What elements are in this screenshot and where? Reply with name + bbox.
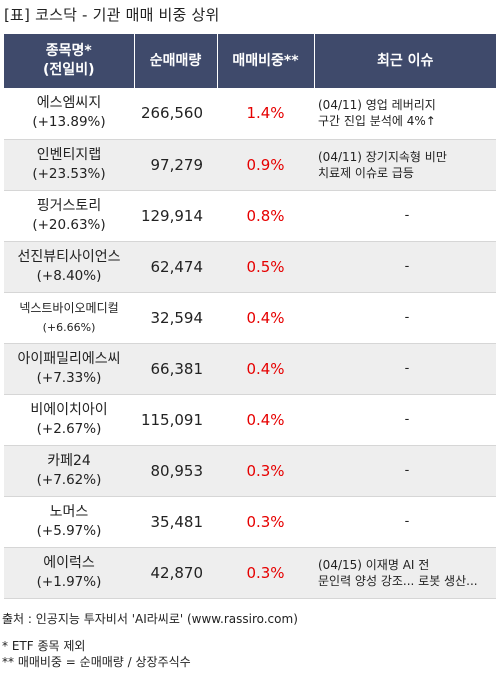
trade-ratio: 0.4%: [217, 343, 314, 395]
stock-change: (+2.67%): [36, 420, 102, 437]
issue-cell: -: [314, 394, 496, 446]
issue-text: -: [404, 462, 410, 478]
stock-cell: 인벤티지랩 (+23.53%): [4, 139, 134, 191]
stock-name: 인벤티지랩: [36, 146, 102, 163]
stock-name: 에이럭스: [43, 554, 95, 571]
issue-cell: -: [314, 241, 496, 293]
net-volume: 115,091: [134, 394, 217, 446]
issue-cell: -: [314, 292, 496, 344]
net-volume: 66,381: [134, 343, 217, 395]
table-row: 비에이치아이 (+2.67%) 115,091 0.4% -: [4, 394, 496, 446]
stock-name: 아이패밀리에스씨: [17, 350, 121, 367]
stock-change: (+6.66%): [42, 320, 96, 334]
stock-name: 노머스: [49, 503, 89, 520]
issue-text: -: [404, 513, 410, 529]
stock-name: 에스엠씨지: [36, 95, 102, 112]
trade-ratio: 0.5%: [217, 241, 314, 293]
issue-text: -: [404, 258, 410, 274]
issue-line: (04/11) 장기지속형 비만: [318, 149, 447, 164]
stock-name: 선진뷰티사이언스: [17, 248, 121, 265]
table-row: 인벤티지랩 (+23.53%) 97,279 0.9% (04/11) 장기지속형 비만…: [4, 139, 496, 191]
stock-cell: 넥스트바이오메디컬 (+6.66%): [4, 292, 134, 344]
net-volume: 35,481: [134, 496, 217, 548]
stock-change: (+7.33%): [36, 369, 102, 386]
stock-name: 카페24: [47, 452, 91, 469]
stock-name: 비에이치아이: [30, 401, 108, 418]
stock-name: 넥스트바이오메디컬: [19, 300, 119, 315]
table-row: 에스엠씨지 (+13.89%) 266,560 1.4% (04/11) 영업 레버리지…: [4, 88, 496, 140]
header-volume: 순매매량: [134, 34, 218, 88]
stock-cell: 핑거스토리 (+20.63%): [4, 190, 134, 242]
trade-ratio: 0.4%: [217, 394, 314, 446]
net-volume: 32,594: [134, 292, 217, 344]
table-row: 카페24 (+7.62%) 80,953 0.3% -: [4, 445, 496, 497]
issue-text: -: [404, 309, 410, 325]
stock-change: (+8.40%): [36, 267, 102, 284]
trade-ratio: 0.4%: [217, 292, 314, 344]
table-row: 넥스트바이오메디컬 (+6.66%) 32,594 0.4% -: [4, 292, 496, 344]
stock-change: (+5.97%): [36, 522, 102, 539]
net-volume: 80,953: [134, 445, 217, 497]
trade-ratio: 0.3%: [217, 547, 314, 599]
stock-change: (+7.62%): [36, 471, 102, 488]
table-row: 노머스 (+5.97%) 35,481 0.3% -: [4, 496, 496, 548]
source-note: 출처 : 인공지능 투자비서 'AI라씨로' (www.rassiro.com): [2, 612, 298, 626]
net-volume: 42,870: [134, 547, 217, 599]
net-volume: 97,279: [134, 139, 217, 191]
trade-ratio: 0.3%: [217, 445, 314, 497]
issue-text: -: [404, 207, 410, 223]
table-header-row: 종목명* (전일비) 순매매량 매매비중** 최근 이슈: [4, 34, 496, 88]
stock-cell: 에스엠씨지 (+13.89%): [4, 88, 134, 140]
header-name-line2: (전일비): [43, 62, 95, 78]
issue-cell: -: [314, 343, 496, 395]
header-name-line1: 종목명*: [45, 43, 92, 59]
issue-cell: (04/11) 장기지속형 비만 치료제 이슈로 급등: [314, 139, 496, 191]
stock-change: (+20.63%): [32, 216, 106, 233]
issue-cell: -: [314, 190, 496, 242]
header-issue: 최근 이슈: [314, 34, 496, 88]
trade-ratio: 1.4%: [217, 88, 314, 140]
trade-ratio: 0.9%: [217, 139, 314, 191]
footnote-ratio: ** 매매비중 = 순매매량 / 상장주식수: [2, 655, 191, 669]
stock-cell: 에이럭스 (+1.97%): [4, 547, 134, 599]
stock-cell: 아이패밀리에스씨 (+7.33%): [4, 343, 134, 395]
issue-cell: (04/11) 영업 레버리지 구간 진입 분석에 4%↑: [314, 88, 496, 140]
table-row: 선진뷰티사이언스 (+8.40%) 62,474 0.5% -: [4, 241, 496, 293]
header-ratio: 매매비중**: [217, 34, 315, 88]
net-volume: 62,474: [134, 241, 217, 293]
issue-line: 치료제 이슈로 급등: [318, 165, 414, 180]
issue-cell: (04/15) 이재명 AI 전 문인력 양성 강조... 로봇 생산...: [314, 547, 496, 599]
net-volume: 129,914: [134, 190, 217, 242]
stock-change: (+13.89%): [32, 114, 106, 131]
issue-line: 구간 진입 분석에 4%↑: [318, 114, 436, 129]
header-name: 종목명* (전일비): [4, 34, 135, 88]
table-row: 아이패밀리에스씨 (+7.33%) 66,381 0.4% -: [4, 343, 496, 395]
issue-line: 문인력 양성 강조... 로봇 생산...: [318, 573, 478, 588]
stock-cell: 비에이치아이 (+2.67%): [4, 394, 134, 446]
stock-cell: 노머스 (+5.97%): [4, 496, 134, 548]
footnote-etf: * ETF 종목 제외: [2, 639, 86, 653]
stock-name: 핑거스토리: [36, 197, 102, 214]
net-volume: 266,560: [134, 88, 217, 140]
issue-cell: -: [314, 445, 496, 497]
trade-ratio: 0.3%: [217, 496, 314, 548]
stock-change: (+1.97%): [36, 573, 102, 590]
table-title: [표] 코스닥 - 기관 매매 비중 상위: [4, 6, 220, 24]
issue-line: (04/15) 이재명 AI 전: [318, 557, 430, 572]
issue-line: (04/11) 영업 레버리지: [318, 98, 436, 113]
issue-text: -: [404, 360, 410, 376]
institutional-trading-table: 종목명* (전일비) 순매매량 매매비중** 최근 이슈 에스엠씨지 (+13.8…: [4, 34, 496, 599]
stock-cell: 카페24 (+7.62%): [4, 445, 134, 497]
trade-ratio: 0.8%: [217, 190, 314, 242]
issue-cell: -: [314, 496, 496, 548]
table-row: 에이럭스 (+1.97%) 42,870 0.3% (04/15) 이재명 AI 전 문인…: [4, 547, 496, 599]
stock-change: (+23.53%): [32, 165, 106, 182]
stock-cell: 선진뷰티사이언스 (+8.40%): [4, 241, 134, 293]
table-row: 핑거스토리 (+20.63%) 129,914 0.8% -: [4, 190, 496, 242]
issue-text: -: [404, 411, 410, 427]
